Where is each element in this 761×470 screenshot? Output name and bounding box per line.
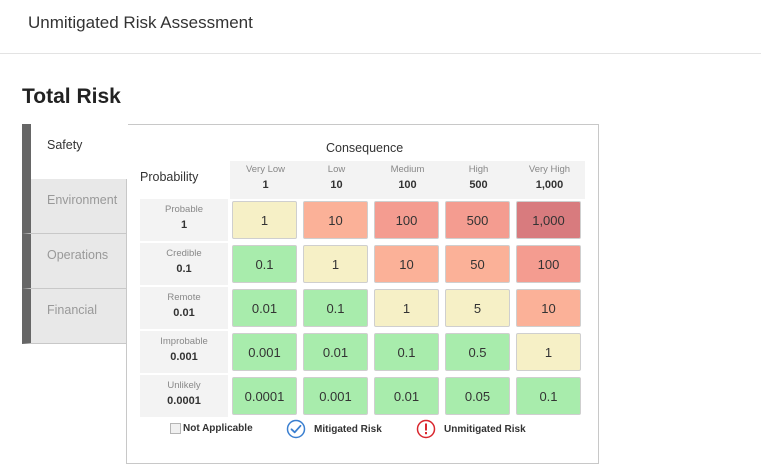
mitigated-check-icon — [286, 419, 306, 439]
risk-cell[interactable]: 0.5 — [445, 333, 510, 371]
tab-label: Safety — [47, 138, 83, 152]
row-header-value: 0.01 — [173, 307, 195, 319]
row-header-value: 1 — [180, 219, 188, 231]
probability-label: Probability — [140, 170, 199, 184]
tab-label: Financial — [47, 303, 98, 317]
risk-cell[interactable]: 100 — [516, 245, 581, 283]
row-header: Improbable 0.001 — [140, 331, 228, 373]
not-applicable-checkbox-icon — [170, 423, 181, 434]
risk-matrix-panel: Consequence Probability Very Low 1 Low 10 Me… — [126, 124, 599, 464]
column-header-value: 1 — [262, 179, 269, 191]
column-header-name: Low — [327, 164, 346, 175]
risk-cell[interactable]: 0.01 — [374, 377, 439, 415]
row-header-value: 0.001 — [170, 351, 198, 363]
risk-category-tabs: Safety Environment Operations Financial — [22, 124, 128, 344]
tab-environment[interactable]: Environment — [22, 179, 127, 234]
risk-cell[interactable]: 10 — [303, 201, 368, 239]
row-header: Unlikely 0.0001 — [140, 375, 228, 417]
column-header: Medium 100 — [372, 161, 443, 199]
row-header-name: Unlikely — [167, 380, 201, 391]
legend-label: Not Applicable — [183, 423, 253, 434]
risk-cell[interactable]: 10 — [516, 289, 581, 327]
column-header-name: Very High — [528, 164, 571, 175]
legend-not-applicable: Not Applicable — [170, 423, 253, 434]
risk-cell[interactable]: 0.05 — [445, 377, 510, 415]
row-header-name: Probable — [164, 204, 204, 215]
column-header: Very Low 1 — [230, 161, 301, 199]
tab-label: Environment — [47, 193, 118, 207]
risk-cell[interactable]: 50 — [445, 245, 510, 283]
risk-cell[interactable]: 0.1 — [516, 377, 581, 415]
risk-cell[interactable]: 5 — [445, 289, 510, 327]
risk-cell[interactable]: 0.001 — [232, 333, 297, 371]
column-header-value: 100 — [398, 179, 417, 191]
tab-label: Operations — [47, 248, 109, 262]
risk-cell[interactable]: 0.01 — [303, 333, 368, 371]
column-header-name: Medium — [390, 164, 425, 175]
risk-cell[interactable]: 0.1 — [232, 245, 297, 283]
unmitigated-alert-icon — [416, 419, 436, 439]
risk-cell[interactable]: 1 — [303, 245, 368, 283]
risk-cell[interactable]: 1 — [374, 289, 439, 327]
column-header-name: High — [468, 164, 489, 175]
column-header: Very High 1,000 — [514, 161, 585, 199]
section-title: Total Risk — [22, 85, 121, 108]
consequence-label: Consequence — [326, 141, 404, 155]
row-header: Credible 0.1 — [140, 243, 228, 285]
legend-label: Mitigated Risk — [314, 423, 382, 435]
page-title: Unmitigated Risk Assessment — [28, 13, 253, 32]
legend-mitigated: Mitigated Risk — [286, 419, 382, 439]
column-header: High 500 — [443, 161, 514, 199]
column-header: Low 10 — [301, 161, 372, 199]
risk-cell[interactable]: 0.1 — [303, 289, 368, 327]
row-header: Remote 0.01 — [140, 287, 228, 329]
column-header-value: 10 — [330, 179, 343, 191]
legend-unmitigated: Unmitigated Risk — [416, 419, 526, 439]
row-header: Probable 1 — [140, 199, 228, 241]
tab-financial[interactable]: Financial — [22, 289, 127, 344]
column-header-value: 1,000 — [535, 179, 564, 191]
column-header-value: 500 — [469, 179, 488, 191]
row-header-value: 0.0001 — [167, 395, 201, 407]
tab-safety[interactable]: Safety — [22, 124, 128, 179]
row-header-name: Improbable — [160, 336, 208, 347]
page-header: Unmitigated Risk Assessment — [0, 0, 761, 54]
row-header-name: Credible — [166, 248, 202, 259]
risk-cell[interactable]: 0.0001 — [232, 377, 297, 415]
risk-cell[interactable]: 0.01 — [232, 289, 297, 327]
risk-cell[interactable]: 500 — [445, 201, 510, 239]
risk-cell[interactable]: 1 — [516, 333, 581, 371]
risk-cell[interactable]: 100 — [374, 201, 439, 239]
tab-operations[interactable]: Operations — [22, 234, 127, 289]
column-header-name: Very Low — [245, 164, 286, 175]
legend-label: Unmitigated Risk — [444, 423, 526, 435]
risk-cell[interactable]: 10 — [374, 245, 439, 283]
row-header-value: 0.1 — [176, 263, 192, 275]
risk-cell[interactable]: 0.001 — [303, 377, 368, 415]
risk-cell[interactable]: 1 — [232, 201, 297, 239]
risk-cell[interactable]: 1,000 — [516, 201, 581, 239]
row-header-name: Remote — [167, 292, 201, 303]
risk-cell[interactable]: 0.1 — [374, 333, 439, 371]
